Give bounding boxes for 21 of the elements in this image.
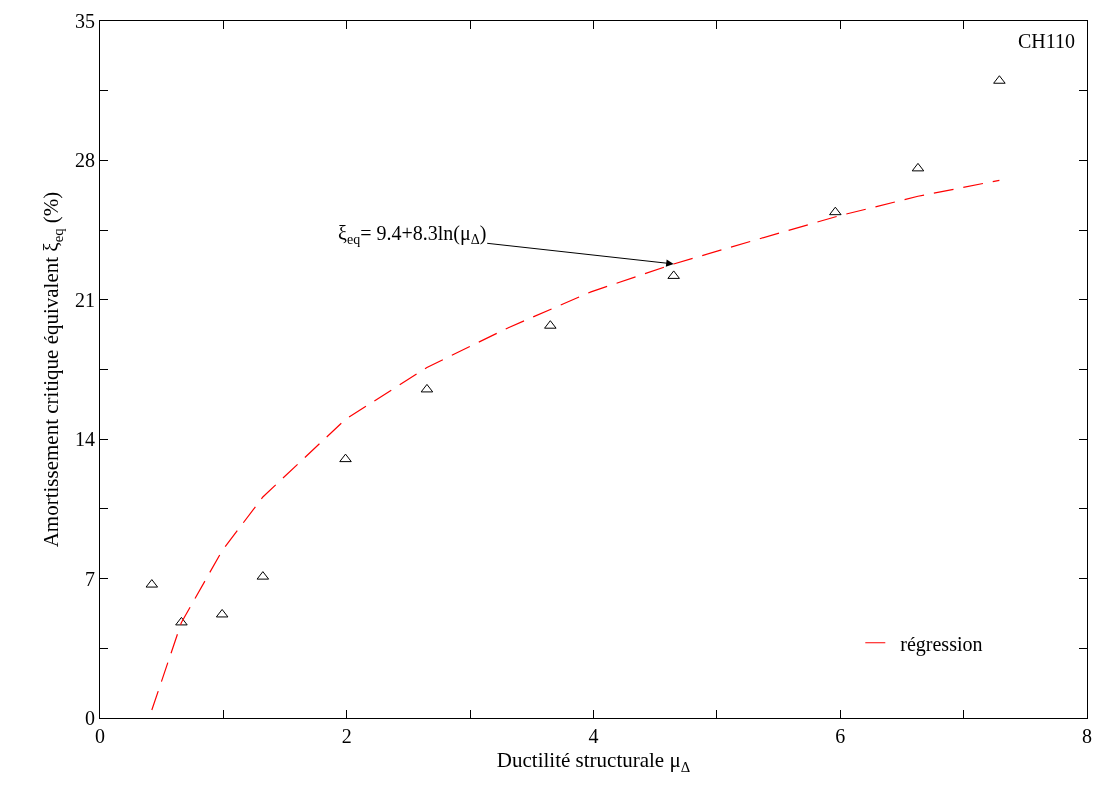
- point: [339, 453, 352, 463]
- annotation: ξ$_{eq}$= 9.4+8.3ln(μ$_{Δ}$): [338, 222, 487, 248]
- y-tick-label: 14: [75, 428, 95, 451]
- x-axis-title: Ductilité structurale μ$_{Δ}$: [496, 748, 691, 775]
- point: [175, 616, 188, 626]
- x-tick-label: 4: [588, 725, 599, 747]
- y-tick-label: 35: [75, 10, 95, 32]
- point: [215, 608, 229, 618]
- x-tick-label: 2: [341, 725, 352, 747]
- y-tick-label: 28: [75, 149, 95, 172]
- x-tick-label: 6: [835, 725, 846, 747]
- line-series: [151, 179, 1000, 711]
- legend-label: régression: [900, 632, 983, 656]
- x-tick-label: 8: [1082, 725, 1092, 747]
- point: [911, 162, 925, 172]
- annotation: CH110: [1018, 30, 1076, 52]
- y-tick-label: 7: [85, 567, 95, 590]
- y-tick-label: 21: [75, 288, 95, 311]
- point: [829, 206, 842, 216]
- y-tick-label: 0: [85, 707, 95, 729]
- point: [420, 383, 434, 393]
